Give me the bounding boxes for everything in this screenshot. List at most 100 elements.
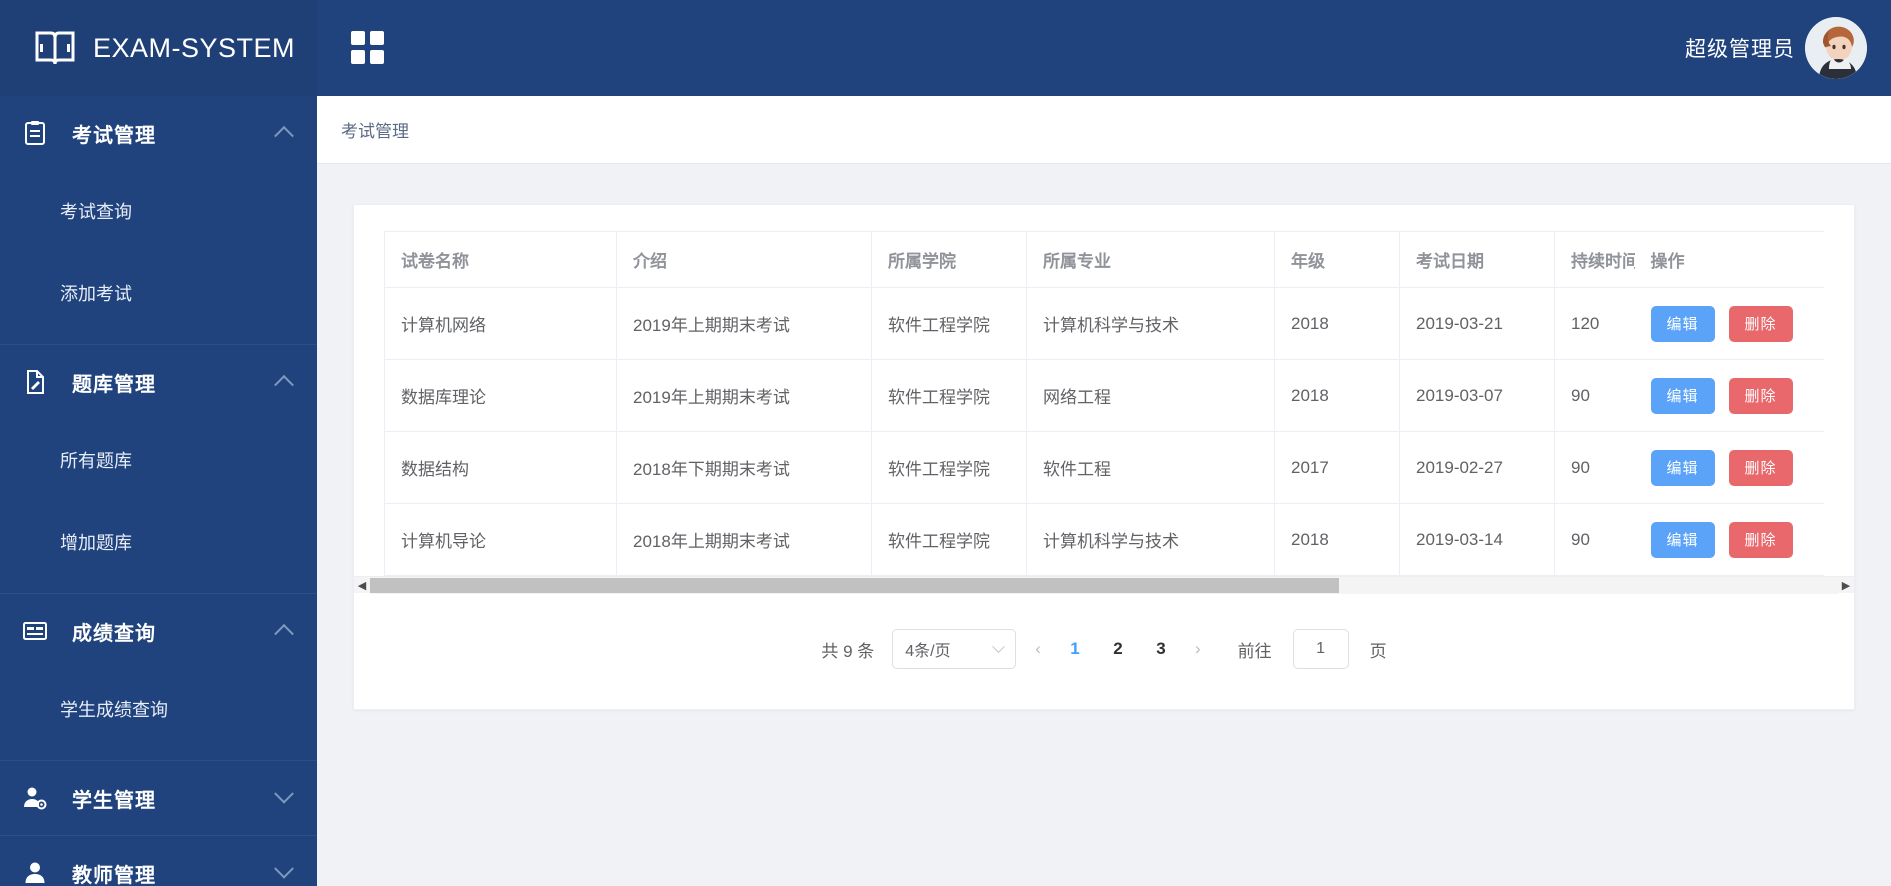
- sidebar-group-label: 考试管理: [72, 124, 156, 147]
- cell-major: 计算机科学与技术: [1026, 503, 1275, 576]
- jump-page-input[interactable]: [1292, 629, 1349, 669]
- sidebar-item-add-question-bank[interactable]: 增加题库: [60, 533, 132, 553]
- edit-button[interactable]: 编辑: [1650, 449, 1715, 486]
- document-edit-icon: [22, 369, 48, 395]
- sidebar-group-teacher-management: 教师管理: [0, 835, 317, 886]
- sidebar-item-student-score-query[interactable]: 学生成绩查询: [60, 700, 168, 720]
- cell-grade: 2018: [1274, 503, 1400, 576]
- prev-page-button[interactable]: ‹: [1029, 639, 1047, 659]
- cell-paper-name: 计算机导论: [384, 503, 617, 576]
- page-button-1[interactable]: 1: [1060, 633, 1090, 665]
- action-buttons: 编辑 删除: [1650, 377, 1808, 414]
- cell-intro: 2018年下期期末考试: [616, 431, 872, 504]
- sidebar-group-label: 学生管理: [72, 789, 156, 812]
- scroll-right-arrow-icon[interactable]: ▶: [1841, 579, 1851, 592]
- edit-button[interactable]: 编辑: [1650, 377, 1715, 414]
- open-book-icon: [33, 28, 77, 68]
- column-header-actions: 操作: [1634, 231, 1824, 288]
- next-page-button[interactable]: ›: [1189, 639, 1207, 659]
- jump-unit-label: 页: [1369, 641, 1387, 661]
- cell-intro: 2019年上期期末考试: [616, 287, 872, 360]
- sidebar-submenu-exam-management: 考试查询 添加考试: [0, 170, 317, 344]
- sidebar-submenu-score-query: 学生成绩查询: [0, 668, 317, 760]
- action-buttons: 编辑 删除: [1650, 305, 1808, 342]
- edit-button[interactable]: 编辑: [1650, 521, 1715, 558]
- jump-label: 前往: [1237, 641, 1272, 661]
- sidebar-group-student-management: 学生管理: [0, 760, 317, 835]
- sidebar-group-exam-management: 考试管理 考试查询 添加考试: [0, 96, 317, 344]
- table-head: 试卷名称 介绍 所属学院 所属专业 年级 考试日期 持续时间 操作: [384, 231, 1824, 288]
- user-icon: [22, 860, 48, 886]
- user-gear-icon: [22, 785, 48, 811]
- table-row[interactable]: 数据库理论 2019年上期期末考试 软件工程学院 网络工程 2018 2019-…: [384, 359, 1824, 432]
- scroll-left-arrow-icon[interactable]: ◀: [357, 579, 367, 592]
- sidebar-group-label: 成绩查询: [72, 622, 156, 645]
- table-row[interactable]: 数据结构 2018年下期期末考试 软件工程学院 软件工程 2017 2019-0…: [384, 431, 1824, 504]
- column-header-major[interactable]: 所属专业: [1026, 231, 1275, 288]
- sidebar-item-all-question-banks[interactable]: 所有题库: [60, 451, 132, 471]
- cell-paper-name: 计算机网络: [384, 287, 617, 360]
- cell-college: 软件工程学院: [871, 503, 1027, 576]
- sidebar-item-exam-query[interactable]: 考试查询: [60, 202, 132, 222]
- cell-major: 网络工程: [1026, 359, 1275, 432]
- cell-exam-date: 2019-03-21: [1399, 287, 1555, 360]
- edit-button[interactable]: 编辑: [1650, 305, 1715, 342]
- pagination-total: 共 9 条: [821, 641, 875, 661]
- avatar[interactable]: [1805, 17, 1867, 79]
- horizontal-scrollbar[interactable]: ◀ ▶: [354, 576, 1854, 594]
- chevron-up-icon: [274, 374, 294, 395]
- report-card-icon: [22, 618, 48, 644]
- delete-button[interactable]: 删除: [1728, 305, 1793, 342]
- sidebar-item-add-exam[interactable]: 添加考试: [60, 284, 132, 304]
- chevron-down-icon: [274, 858, 294, 879]
- user-name-label: 超级管理员: [1685, 38, 1795, 61]
- sidebar-menu: 考试管理 考试查询 添加考试: [0, 96, 317, 886]
- scrollbar-track[interactable]: [370, 576, 1838, 594]
- grid-cell: [370, 31, 384, 45]
- top-bar: 超级管理员: [317, 0, 1891, 96]
- table-row[interactable]: 计算机网络 2019年上期期末考试 软件工程学院 计算机科学与技术 2018 2…: [384, 287, 1824, 360]
- delete-button[interactable]: 删除: [1728, 377, 1793, 414]
- cell-exam-date: 2019-02-27: [1399, 431, 1555, 504]
- table-body: 计算机网络 2019年上期期末考试 软件工程学院 计算机科学与技术 2018 2…: [384, 287, 1824, 576]
- column-header-grade[interactable]: 年级: [1274, 231, 1400, 288]
- sidebar: EXAM-SYSTEM 考试管理: [0, 0, 317, 886]
- cell-grade: 2018: [1274, 287, 1400, 360]
- sidebar-group-header-score-query[interactable]: 成绩查询: [0, 594, 317, 668]
- sidebar-group-header-question-bank[interactable]: 题库管理: [0, 345, 317, 419]
- column-header-intro[interactable]: 介绍: [616, 231, 872, 288]
- cell-major: 软件工程: [1026, 431, 1275, 504]
- delete-button[interactable]: 删除: [1728, 449, 1793, 486]
- delete-button[interactable]: 删除: [1728, 521, 1793, 558]
- brand-logo[interactable]: EXAM-SYSTEM: [0, 0, 317, 96]
- exam-table-wrapper: 试卷名称 介绍 所属学院 所属专业 年级 考试日期 持续时间 操作: [354, 231, 1854, 594]
- column-header-college[interactable]: 所属学院: [871, 231, 1027, 288]
- chevron-up-icon: [274, 125, 294, 146]
- table-row[interactable]: 计算机导论 2018年上期期末考试 软件工程学院 计算机科学与技术 2018 2…: [384, 503, 1824, 576]
- cell-actions: 编辑 删除: [1634, 359, 1824, 432]
- sidebar-group-header-teacher-management[interactable]: 教师管理: [0, 836, 317, 886]
- breadcrumb-current: 考试管理: [341, 122, 409, 141]
- sidebar-group-label: 教师管理: [72, 864, 156, 886]
- chevron-up-icon: [274, 623, 294, 644]
- action-buttons: 编辑 删除: [1650, 449, 1808, 486]
- sidebar-group-header-student-management[interactable]: 学生管理: [0, 761, 317, 835]
- sidebar-group-question-bank: 题库管理 所有题库 增加题库: [0, 344, 317, 593]
- page-size-select[interactable]: 4条/页: [892, 629, 1017, 669]
- column-header-paper-name[interactable]: 试卷名称: [384, 231, 617, 288]
- page-button-3[interactable]: 3: [1146, 633, 1176, 665]
- cell-college: 软件工程学院: [871, 431, 1027, 504]
- page-button-2[interactable]: 2: [1103, 633, 1133, 665]
- cell-actions: 编辑 删除: [1634, 503, 1824, 576]
- brand-name: EXAM-SYSTEM: [93, 32, 296, 63]
- table-header-row: 试卷名称 介绍 所属学院 所属专业 年级 考试日期 持续时间 操作: [384, 231, 1824, 288]
- sidebar-group-header-exam-management[interactable]: 考试管理: [0, 96, 317, 170]
- grid-squares-icon[interactable]: [351, 31, 385, 65]
- column-header-exam-date[interactable]: 考试日期: [1399, 231, 1555, 288]
- scrollbar-thumb[interactable]: [370, 577, 1339, 593]
- breadcrumb: 考试管理: [317, 96, 1891, 164]
- exam-table-scroll[interactable]: 试卷名称 介绍 所属学院 所属专业 年级 考试日期 持续时间 操作: [384, 231, 1824, 576]
- user-menu[interactable]: 超级管理员: [1685, 17, 1867, 79]
- action-buttons: 编辑 删除: [1650, 521, 1808, 558]
- cell-paper-name: 数据结构: [384, 431, 617, 504]
